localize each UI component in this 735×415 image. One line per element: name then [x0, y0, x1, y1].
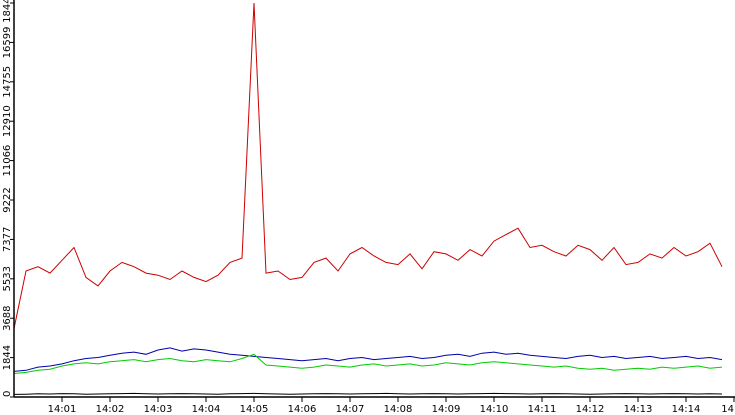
x-tick-label: 14:05	[240, 404, 269, 415]
series-line	[13, 392, 723, 395]
x-tick-label: 14:08	[384, 404, 413, 415]
x-tick-label: 14:04	[192, 404, 221, 415]
y-tick-label: 0	[2, 391, 13, 397]
series-line	[13, 2, 723, 329]
x-tick-label: 14:06	[288, 404, 317, 415]
y-tick-label: 1844	[2, 345, 13, 370]
x-tick-label: 14:03	[144, 404, 173, 415]
y-tick-label: 11066	[2, 145, 13, 177]
y-tick-label: 7377	[2, 227, 13, 252]
x-tick-label: 14:11	[528, 404, 557, 415]
y-tick-label: 18444	[2, 0, 13, 23]
x-tick-label: 14:09	[432, 404, 461, 415]
series-line	[13, 347, 723, 372]
x-tick-label: 14:14	[672, 404, 701, 415]
y-tick-label: 3688	[2, 305, 13, 330]
x-tick-label: 14:02	[96, 404, 125, 415]
x-tick-label: 14:13	[624, 404, 653, 415]
x-tick-label: 14:12	[576, 404, 605, 415]
x-tick-label: 14:01	[48, 404, 77, 415]
y-tick-label: 14755	[2, 66, 13, 98]
x-tick-label: 14:10	[480, 404, 509, 415]
x-tick-label: 14:07	[336, 404, 365, 415]
x-tick-label: 14	[721, 404, 734, 415]
y-tick-label: 12910	[2, 105, 13, 137]
y-tick-label: 9222	[2, 187, 13, 212]
y-tick-label: 5533	[2, 266, 13, 291]
series-line	[13, 353, 723, 374]
y-tick-label: 16599	[2, 27, 13, 59]
